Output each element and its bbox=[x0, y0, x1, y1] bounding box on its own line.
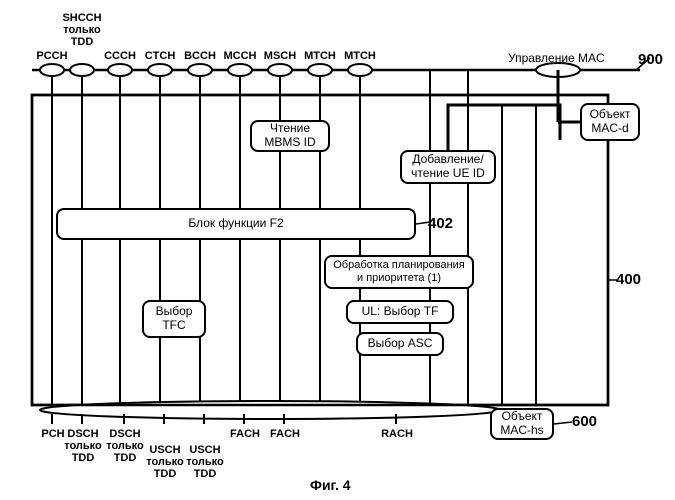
box-mac-hs: Объект MAC-hs bbox=[490, 408, 554, 440]
box-mac-d-label: Объект MAC-d bbox=[586, 108, 634, 136]
box-mbms-id: Чтение MBMS ID bbox=[250, 120, 330, 152]
box-sched-label: Обработка планирования и приоритета (1) bbox=[330, 259, 468, 284]
top-channel-0: PCCH bbox=[28, 50, 76, 62]
top-channel-8: MTCH bbox=[336, 50, 384, 62]
figure-caption: Фиг. 4 bbox=[310, 478, 351, 493]
box-ueid-label: Добавление/ чтение UE ID bbox=[406, 153, 490, 181]
top-channel-1: SHCCH только TDD bbox=[58, 12, 106, 48]
box-ultf-label: UL: Выбор TF bbox=[362, 305, 439, 319]
box-tfc-label: Выбор TFC bbox=[148, 305, 200, 333]
ref-400: 400 bbox=[616, 272, 641, 289]
ref-900: 900 bbox=[638, 52, 663, 69]
ref-600: 600 bbox=[572, 414, 597, 431]
box-machs-label: Объект MAC-hs bbox=[496, 410, 548, 438]
bottom-channel-7: RACH bbox=[372, 428, 422, 440]
box-sched: Обработка планирования и приоритета (1) bbox=[324, 255, 474, 289]
box-ultf: UL: Выбор TF bbox=[346, 300, 454, 324]
ref-402: 402 bbox=[428, 216, 453, 233]
bottom-channel-6: FACH bbox=[260, 428, 310, 440]
box-asc-label: Выбор ASC bbox=[368, 337, 433, 351]
box-mac-d: Объект MAC-d bbox=[580, 103, 640, 141]
box-ue-id: Добавление/ чтение UE ID bbox=[400, 150, 496, 184]
bottom-channel-4: USCH только TDD bbox=[180, 444, 230, 480]
box-f2-label: Блок функции F2 bbox=[188, 217, 283, 231]
box-asc: Выбор ASC bbox=[356, 332, 444, 356]
box-f2: Блок функции F2 bbox=[56, 208, 416, 240]
mac-control-label: Управление MAC bbox=[508, 52, 605, 65]
box-tfc: Выбор TFC bbox=[142, 300, 206, 338]
box-mbms-label: Чтение MBMS ID bbox=[256, 122, 324, 150]
